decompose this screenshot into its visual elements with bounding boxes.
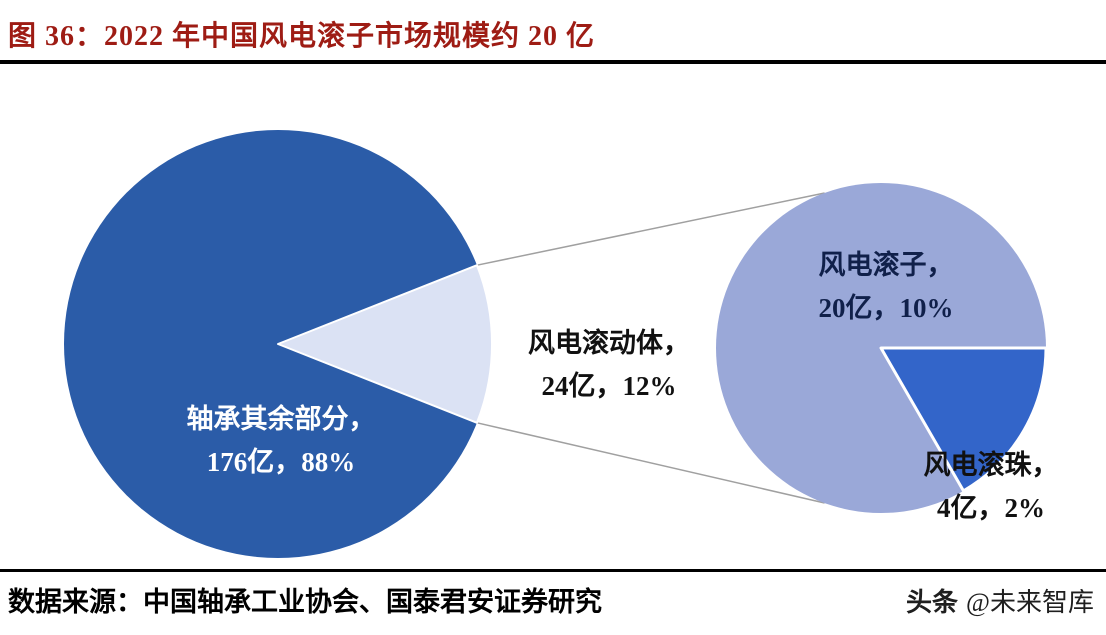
label-line-1: 风电滚珠， <box>923 450 1059 480</box>
figure-title: 图 36：2022 年中国风电滚子市场规模约 20 亿 <box>8 21 596 52</box>
watermark-handle: @未来智库 <box>966 588 1094 617</box>
label-secondary-major-slice: 风电滚子， 20亿，10% <box>819 244 954 330</box>
secondary-pie-slice-balls <box>879 346 1048 493</box>
label-line-1: 风电滚动体， <box>528 328 690 358</box>
connector-line-top <box>476 192 825 266</box>
label-line-2: 4亿，2% <box>937 493 1045 523</box>
label-line-2: 24亿，12% <box>541 371 677 401</box>
footer-rule <box>0 569 1106 572</box>
connector-line-bottom <box>476 422 825 504</box>
label-line-2: 20亿，10% <box>818 293 954 323</box>
title-underline-rule <box>0 60 1106 64</box>
label-line-1: 风电滚子， <box>818 250 954 280</box>
label-line-1: 轴承其余部分， <box>186 404 376 434</box>
toutiao-logo: 头条 <box>906 588 959 617</box>
data-source-text: 数据来源：中国轴承工业协会、国泰君安证券研究 <box>8 587 602 617</box>
main-pie-slice-rolling-elements-exploded <box>277 264 494 424</box>
label-secondary-minor-slice: 风电滚珠， 4亿，2% <box>924 444 1059 530</box>
label-line-2: 176亿，88% <box>206 447 356 477</box>
label-exploded-slice: 风电滚动体， 24亿，12% <box>528 322 690 408</box>
label-main-slice: 轴承其余部分， 176亿，88% <box>187 398 376 484</box>
watermark: 头条 @未来智库 <box>906 582 1094 619</box>
